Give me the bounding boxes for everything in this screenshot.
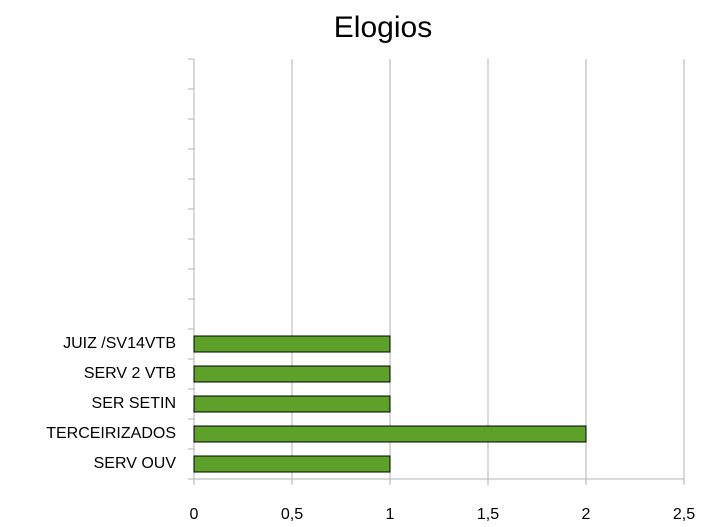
bar [193, 455, 391, 473]
bar [193, 335, 391, 353]
x-tick-label: 0 [190, 506, 199, 523]
chart-title: Elogios [334, 11, 432, 44]
x-tick-label: 0,5 [281, 506, 303, 523]
x-tick-label: 1 [386, 506, 395, 523]
y-tick-label: SERV OUV [94, 455, 177, 472]
x-tick-label: 2,5 [673, 506, 695, 523]
bar [193, 365, 391, 383]
y-tick-label: JUIZ /SV14VTB [63, 335, 176, 352]
x-tick-label: 1,5 [477, 506, 499, 523]
y-tick-label: TERCEIRIZADOS [46, 425, 176, 442]
y-tick-label: SERV 2 VTB [84, 365, 176, 382]
x-tick-label: 2 [582, 506, 591, 523]
bar [193, 425, 587, 443]
y-tick-label: SER SETIN [92, 395, 176, 412]
bar [193, 395, 391, 413]
